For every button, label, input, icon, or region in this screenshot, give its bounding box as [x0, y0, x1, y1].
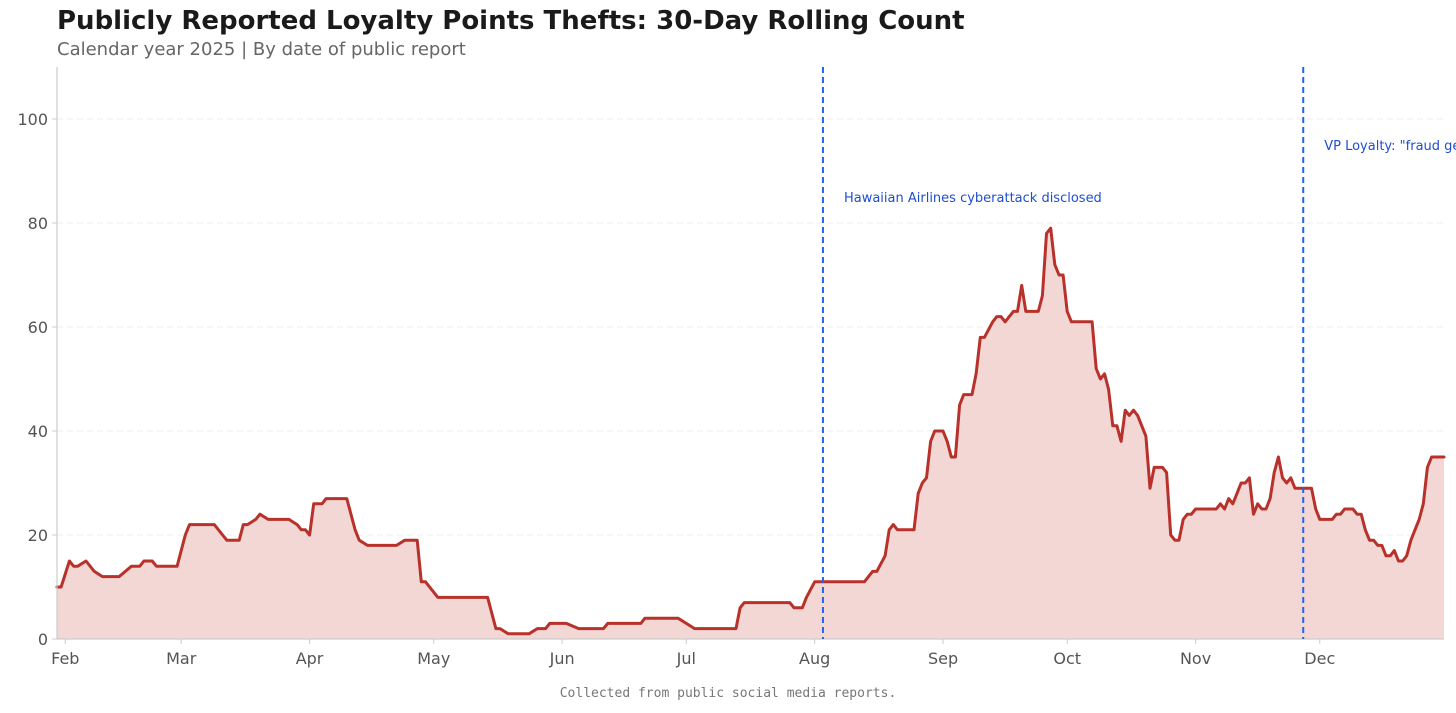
grid: [57, 118, 1444, 536]
series: [55, 226, 1446, 639]
y-tick-label: 100: [17, 110, 48, 129]
x-tick-label: May: [417, 649, 450, 668]
x-tick-label: Apr: [296, 649, 324, 668]
y-tick-label: 0: [38, 630, 48, 649]
y-tick-label: 80: [28, 214, 48, 233]
annotation-label: Hawaiian Airlines cyberattack disclosed: [844, 191, 1102, 206]
x-tick-label: Oct: [1053, 649, 1081, 668]
y-tick-label: 40: [28, 422, 48, 441]
x-tick-label: Dec: [1304, 649, 1335, 668]
x-tick-label: Feb: [51, 649, 79, 668]
y-tick-label: 60: [28, 318, 48, 337]
annotations: Hawaiian Airlines cyberattack disclosed V…: [821, 67, 1456, 639]
x-tick-label: Mar: [166, 649, 197, 668]
x-tick-label: Nov: [1180, 649, 1211, 668]
y-tick-label: 20: [28, 526, 48, 545]
chart-title: Publicly Reported Loyalty Points Thefts:…: [57, 6, 965, 36]
chart-subtitle: Calendar year 2025 | By date of public r…: [57, 39, 466, 60]
series-line: [55, 226, 1446, 636]
x-tick-label: Jul: [676, 649, 696, 668]
chart-footer: Collected from public social media repor…: [559, 686, 897, 701]
annotation-label: VP Loyalty: "fraud getting worse daily": [1324, 139, 1456, 154]
x-tick-label: Aug: [799, 649, 830, 668]
series-area: [57, 228, 1444, 639]
axes: 0 20 40 60 80 100 Feb Mar Apr May Jun Jul Aug Sep Oct N…: [17, 67, 1444, 668]
x-tick-label: Sep: [928, 649, 958, 668]
x-tick-label: Jun: [549, 649, 575, 668]
